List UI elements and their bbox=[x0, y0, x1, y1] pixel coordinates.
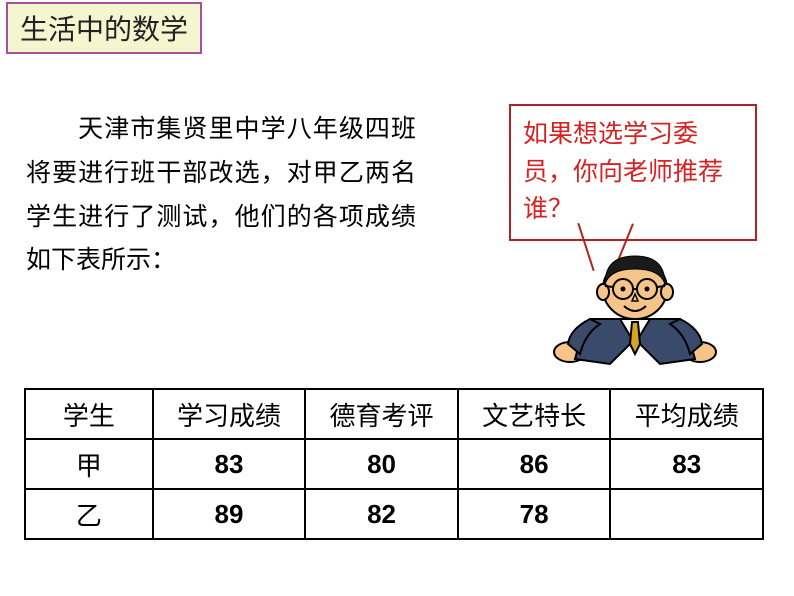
speech-text: 如果想选学习委员，你向老师推荐谁？ bbox=[523, 121, 723, 223]
table-header-row: 学生 学习成绩 德育考评 文艺特长 平均成绩 bbox=[25, 389, 763, 439]
cell-value: 89 bbox=[153, 489, 306, 539]
table-row: 甲 83 80 86 83 bbox=[25, 439, 763, 489]
cell-value: 80 bbox=[305, 439, 458, 489]
table-row: 乙 89 82 78 bbox=[25, 489, 763, 539]
col-header-avg: 平均成绩 bbox=[610, 389, 763, 439]
cell-value: 78 bbox=[458, 489, 611, 539]
row-name: 乙 bbox=[25, 489, 153, 539]
row-name: 甲 bbox=[25, 439, 153, 489]
paragraph-text: 天津市集贤里中学八年级四班将要进行班干部改选，对甲乙两名学生进行了测试，他们的各… bbox=[26, 116, 416, 274]
col-header-arts: 文艺特长 bbox=[458, 389, 611, 439]
problem-paragraph: 天津市集贤里中学八年级四班将要进行班干部改选，对甲乙两名学生进行了测试，他们的各… bbox=[26, 108, 416, 283]
cell-value: 86 bbox=[458, 439, 611, 489]
col-header-student: 学生 bbox=[25, 389, 153, 439]
cell-value: 82 bbox=[305, 489, 458, 539]
col-header-study: 学习成绩 bbox=[153, 389, 306, 439]
slide-title-box: 生活中的数学 bbox=[6, 2, 202, 54]
cell-value: 83 bbox=[153, 439, 306, 489]
cell-value bbox=[610, 489, 763, 539]
scores-table: 学生 学习成绩 德育考评 文艺特长 平均成绩 甲 83 80 86 83 乙 8… bbox=[24, 388, 764, 540]
cell-value: 83 bbox=[610, 439, 763, 489]
teacher-illustration bbox=[550, 244, 720, 374]
slide-title: 生活中的数学 bbox=[20, 15, 188, 46]
paragraph-indent bbox=[26, 116, 78, 143]
speech-bubble: 如果想选学习委员，你向老师推荐谁？ bbox=[509, 104, 757, 241]
col-header-moral: 德育考评 bbox=[305, 389, 458, 439]
